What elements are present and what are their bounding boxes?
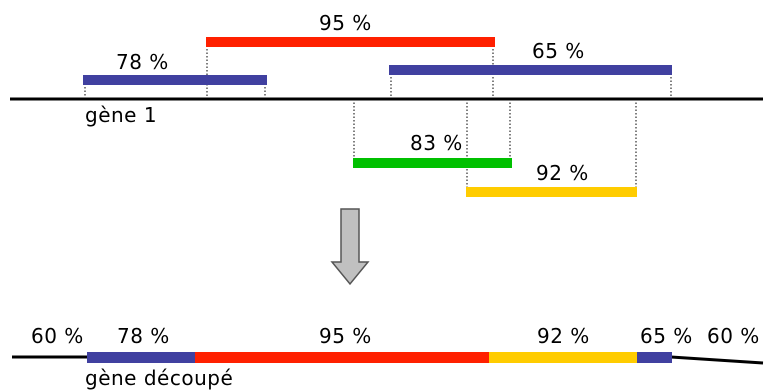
gene-1-label: gène 1 xyxy=(85,103,157,127)
match-bar-78 xyxy=(83,75,267,85)
split-right-outer-label: 60 % xyxy=(707,324,760,348)
match-label-65: 65 % xyxy=(532,39,585,63)
split-segment-92 xyxy=(489,352,638,363)
split-label-78: 78 % xyxy=(117,324,170,348)
split-gene-right-line xyxy=(670,355,764,365)
split-label-65: 65 % xyxy=(640,324,693,348)
match-label-95: 95 % xyxy=(319,11,372,35)
split-segment-95 xyxy=(195,352,490,363)
match-label-78: 78 % xyxy=(116,50,169,74)
match-label-83: 83 % xyxy=(410,131,463,155)
match-bar-83 xyxy=(353,158,512,168)
split-segment-78 xyxy=(87,352,196,363)
match-label-92: 92 % xyxy=(536,161,589,185)
alignment-guides xyxy=(84,42,672,192)
split-label-92: 92 % xyxy=(537,324,590,348)
split-segment-65 xyxy=(637,352,672,363)
split-gene-label: gène découpé xyxy=(85,366,233,390)
split-left-outer-label: 60 % xyxy=(31,324,84,348)
match-bar-92 xyxy=(466,187,637,197)
down-arrow-icon xyxy=(330,208,370,286)
split-label-95: 95 % xyxy=(319,324,372,348)
match-bar-65 xyxy=(389,65,672,75)
match-bar-95 xyxy=(206,37,495,47)
